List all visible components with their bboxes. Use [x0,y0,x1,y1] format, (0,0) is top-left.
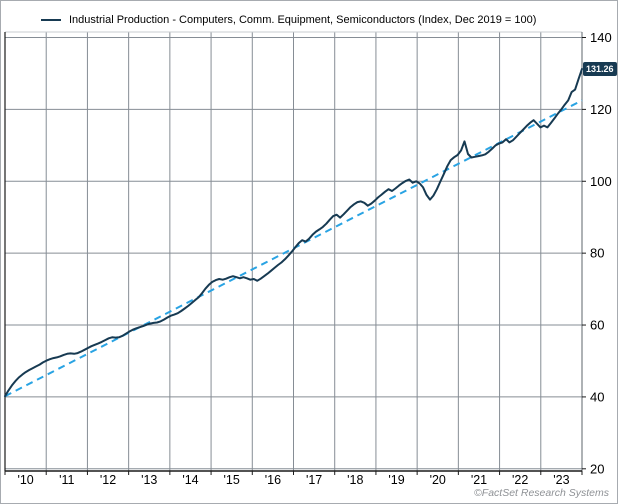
svg-text:'17: '17 [306,473,322,487]
svg-text:'19: '19 [388,473,404,487]
svg-text:80: 80 [590,246,604,261]
legend-label: Industrial Production - Computers, Comm.… [69,14,537,26]
svg-text:'21: '21 [471,473,487,487]
svg-text:40: 40 [590,389,604,404]
svg-text:20: 20 [590,461,604,476]
svg-text:'16: '16 [265,473,281,487]
last-value-badge: 131.26 [583,62,617,76]
svg-text:'14: '14 [182,473,198,487]
svg-text:'12: '12 [100,473,116,487]
svg-text:'20: '20 [430,473,446,487]
copyright-credit: ©FactSet Research Systems [474,487,609,499]
svg-text:'13: '13 [141,473,157,487]
svg-text:100: 100 [590,174,612,189]
series-line-swatch-icon [41,19,61,21]
legend-item[interactable]: Industrial Production - Computers, Comm.… [41,11,536,29]
svg-text:'18: '18 [347,473,363,487]
svg-text:140: 140 [590,30,612,45]
svg-text:'11: '11 [59,473,74,487]
svg-text:'23: '23 [553,473,569,487]
svg-text:'15: '15 [224,473,240,487]
svg-text:'10: '10 [17,473,33,487]
svg-text:'22: '22 [512,473,528,487]
svg-text:120: 120 [590,102,612,117]
svg-text:60: 60 [590,318,604,333]
